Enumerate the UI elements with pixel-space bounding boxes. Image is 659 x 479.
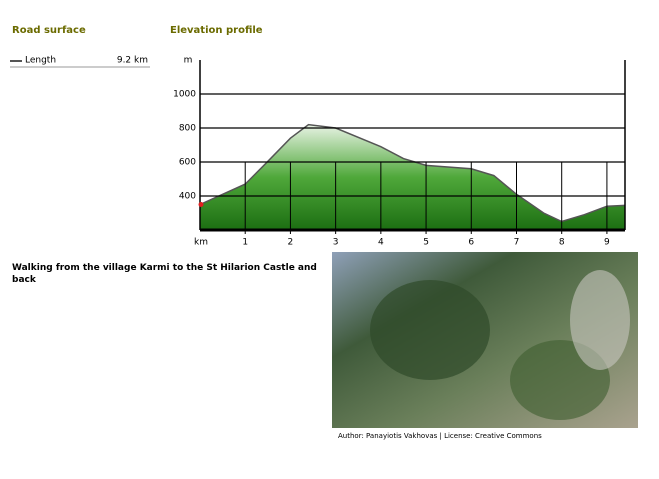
description-text: Walking from the village Karmi to the St…	[12, 263, 317, 273]
sidebar-title: Road surface	[12, 25, 86, 36]
y-tick-label: 600	[179, 158, 196, 168]
x-tick-label: 5	[423, 238, 429, 248]
y-axis-label: m	[184, 56, 193, 66]
length-label: Length	[25, 56, 56, 66]
y-tick-label: 1000	[173, 90, 196, 100]
x-tick-label: 1	[242, 238, 248, 248]
x-tick-label: 7	[514, 238, 520, 248]
page: Road surface Length 9.2 km Elevation pro…	[0, 0, 659, 475]
x-tick-label: 2	[288, 238, 294, 248]
chart-title: Elevation profile	[170, 25, 263, 36]
plot: 400 600 800 1000 1 2 3 4 5 6 7 8 9	[173, 60, 625, 248]
photo	[332, 252, 638, 428]
screen: Road surface Length 9.2 km Elevation pro…	[0, 0, 659, 475]
x-tick-label: 9	[604, 238, 610, 248]
photo-caption: Author: Panayiotis Vakhovas | License: C…	[338, 432, 542, 440]
x-tick-label: 3	[333, 238, 339, 248]
x-tick-label: 6	[468, 238, 474, 248]
description: Walking from the village Karmi to the St…	[12, 263, 317, 285]
start-marker	[199, 202, 204, 207]
photo-detail	[370, 280, 490, 380]
y-tick-label: 800	[179, 124, 196, 134]
y-tick-label: 400	[179, 192, 196, 202]
length-value: 9.2 km	[117, 56, 148, 66]
x-tick-label: 8	[559, 238, 565, 248]
photo-detail	[570, 270, 630, 370]
x-tick-label: 4	[378, 238, 384, 248]
x-axis-label: km	[194, 238, 208, 248]
description-text: back	[12, 275, 37, 285]
